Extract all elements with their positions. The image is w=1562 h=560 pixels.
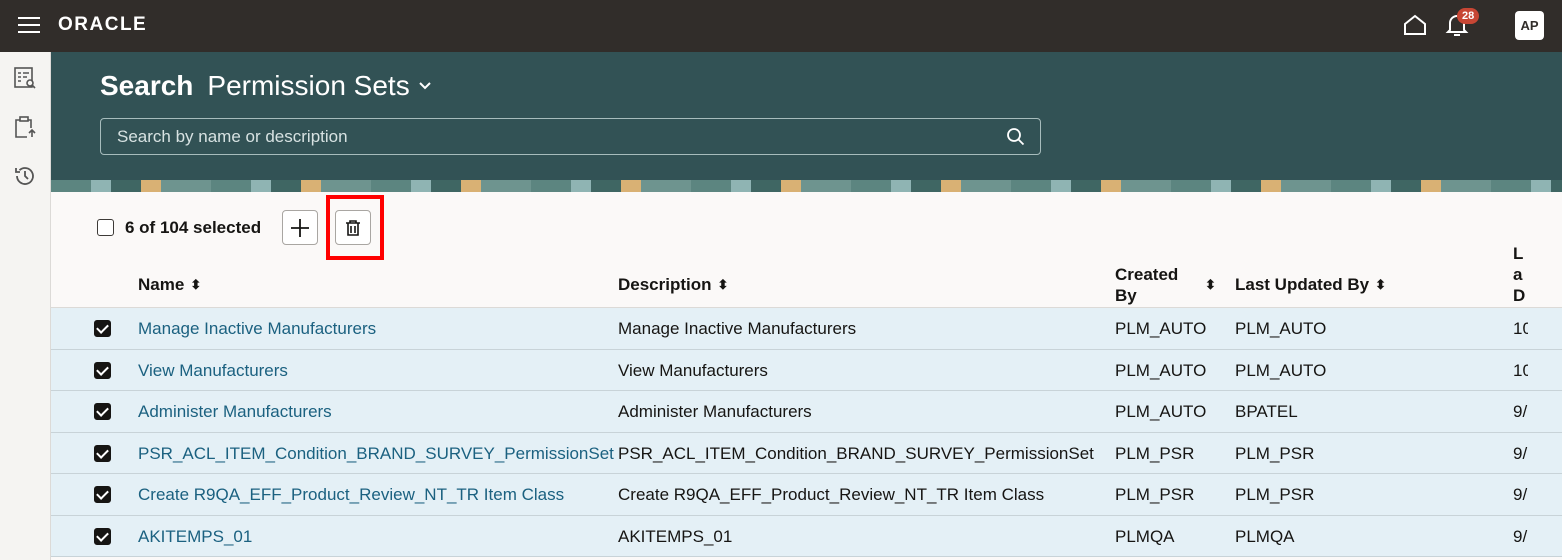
created-by-cell: PLM_PSR — [1115, 443, 1195, 463]
last-updated-date-cell: 9/ — [1513, 485, 1528, 504]
object-type-label: Permission Sets — [207, 70, 410, 101]
trash-icon — [346, 219, 360, 236]
created-by-cell: PLM_PSR — [1115, 485, 1195, 504]
add-button[interactable] — [282, 210, 318, 245]
last-updated-by-cell: PLMQA — [1235, 526, 1295, 546]
sort-icon: ⬍ — [1375, 277, 1387, 292]
permission-set-link[interactable]: View Manufacturers — [138, 360, 288, 380]
description-cell: PSR_ACL_ITEM_Condition_BRAND_SURVEY_Perm… — [618, 443, 1094, 463]
table-header: Name ⬍ Description ⬍ Created By ⬍ Last Upda… — [51, 244, 1562, 326]
permission-set-link[interactable]: Manage Inactive Manufacturers — [138, 319, 377, 338]
highlight-box — [326, 195, 384, 260]
description-cell: Administer Manufacturers — [618, 402, 812, 421]
select-all-checkbox[interactable] — [97, 219, 114, 236]
oracle-logo: ORACLE — [58, 14, 148, 35]
search-icon[interactable] — [1006, 127, 1026, 147]
top-bar: ORACLE 28 AP — [0, 0, 1562, 52]
created-by-cell: PLM_AUTO — [1115, 360, 1207, 380]
permission-set-link[interactable]: AKITEMPS_01 — [138, 526, 253, 546]
last-updated-date-cell: 9/ — [1513, 443, 1528, 463]
permission-set-link[interactable]: PSR_ACL_ITEM_Condition_BRAND_SURVEY_Perm… — [138, 443, 614, 463]
table-row[interactable]: Manage Inactive Manufacturers Manage Ina… — [51, 308, 1562, 350]
search-list-icon[interactable] — [13, 66, 37, 90]
home-icon[interactable] — [1403, 13, 1427, 37]
description-cell: View Manufacturers — [618, 360, 768, 380]
column-label: Name — [138, 275, 185, 294]
table-row[interactable]: View Manufacturers View Manufacturers PL… — [51, 349, 1562, 391]
row-checkbox[interactable] — [94, 403, 111, 420]
history-icon[interactable] — [13, 164, 37, 188]
column-label: Description — [618, 275, 712, 294]
avatar[interactable]: AP — [1515, 11, 1544, 40]
search-placeholder: Search by name or description — [117, 127, 348, 146]
row-checkbox[interactable] — [94, 361, 111, 379]
sort-icon: ⬍ — [190, 277, 202, 292]
hamburger-menu-icon[interactable] — [18, 17, 40, 35]
column-label: Last Updated By — [1235, 275, 1370, 294]
delete-button[interactable] — [335, 210, 371, 245]
chevron-down-icon — [418, 82, 431, 90]
table-row[interactable]: Administer Manufacturers Administer Manu… — [51, 391, 1562, 433]
object-type-selector[interactable]: Permission Sets — [207, 70, 431, 102]
table-row[interactable]: AKITEMPS_01 AKITEMPS_01 PLMQA PLMQA 9/ — [51, 515, 1562, 557]
table-row[interactable]: Create R9QA_EFF_Product_Review_NT_TR Ite… — [51, 474, 1562, 516]
row-checkbox[interactable] — [94, 527, 111, 545]
permission-set-link[interactable]: Administer Manufacturers — [138, 402, 332, 421]
notification-badge: 28 — [1457, 8, 1480, 24]
column-name[interactable]: Name ⬍ — [138, 262, 201, 308]
decorative-band — [51, 180, 1562, 192]
row-checkbox[interactable] — [94, 486, 111, 503]
last-updated-date-cell: 9/ — [1513, 402, 1528, 421]
sort-icon: ⬍ — [717, 277, 729, 292]
sidebar — [0, 52, 51, 560]
description-cell: Create R9QA_EFF_Product_Review_NT_TR Ite… — [618, 485, 1045, 504]
last-updated-by-cell: PLM_PSR — [1235, 485, 1315, 504]
created-by-cell: PLM_AUTO — [1115, 319, 1207, 338]
description-cell: Manage Inactive Manufacturers — [618, 319, 857, 338]
last-updated-by-cell: PLM_AUTO — [1235, 360, 1327, 380]
last-updated-by-cell: BPATEL — [1235, 402, 1298, 421]
row-checkbox[interactable] — [94, 444, 111, 462]
title-search: Search — [100, 70, 194, 101]
created-by-cell: PLMQA — [1115, 526, 1175, 546]
table-row[interactable]: PSR_ACL_ITEM_Condition_BRAND_SURVEY_Perm… — [51, 432, 1562, 474]
last-updated-by-cell: PLM_PSR — [1235, 443, 1315, 463]
header-banner — [51, 52, 1562, 180]
sort-icon: ⬍ — [1205, 277, 1216, 292]
column-created-by[interactable]: Created By ⬍ — [1115, 262, 1216, 308]
column-last-updated-date[interactable]: La Da — [1513, 244, 1531, 326]
search-input[interactable]: Search by name or description — [100, 118, 1041, 155]
column-last-updated-by[interactable]: Last Updated By ⬍ — [1235, 262, 1386, 308]
row-checkbox[interactable] — [94, 320, 111, 337]
clipboard-upload-icon[interactable] — [13, 115, 37, 139]
last-updated-date-cell: 10 — [1513, 319, 1528, 338]
permission-set-link[interactable]: Create R9QA_EFF_Product_Review_NT_TR Ite… — [138, 485, 565, 504]
created-by-cell: PLM_AUTO — [1115, 402, 1207, 421]
last-updated-by-cell: PLM_AUTO — [1235, 319, 1327, 338]
column-description[interactable]: Description ⬍ — [618, 262, 728, 308]
last-updated-date-cell: 9/ — [1513, 526, 1528, 546]
column-label: Created By — [1115, 265, 1179, 305]
description-cell: AKITEMPS_01 — [618, 526, 733, 546]
page-title: Search Permission Sets — [100, 70, 432, 102]
last-updated-date-cell: 10 — [1513, 360, 1528, 380]
selection-count: 6 of 104 selected — [125, 218, 262, 237]
plus-icon — [291, 218, 309, 237]
